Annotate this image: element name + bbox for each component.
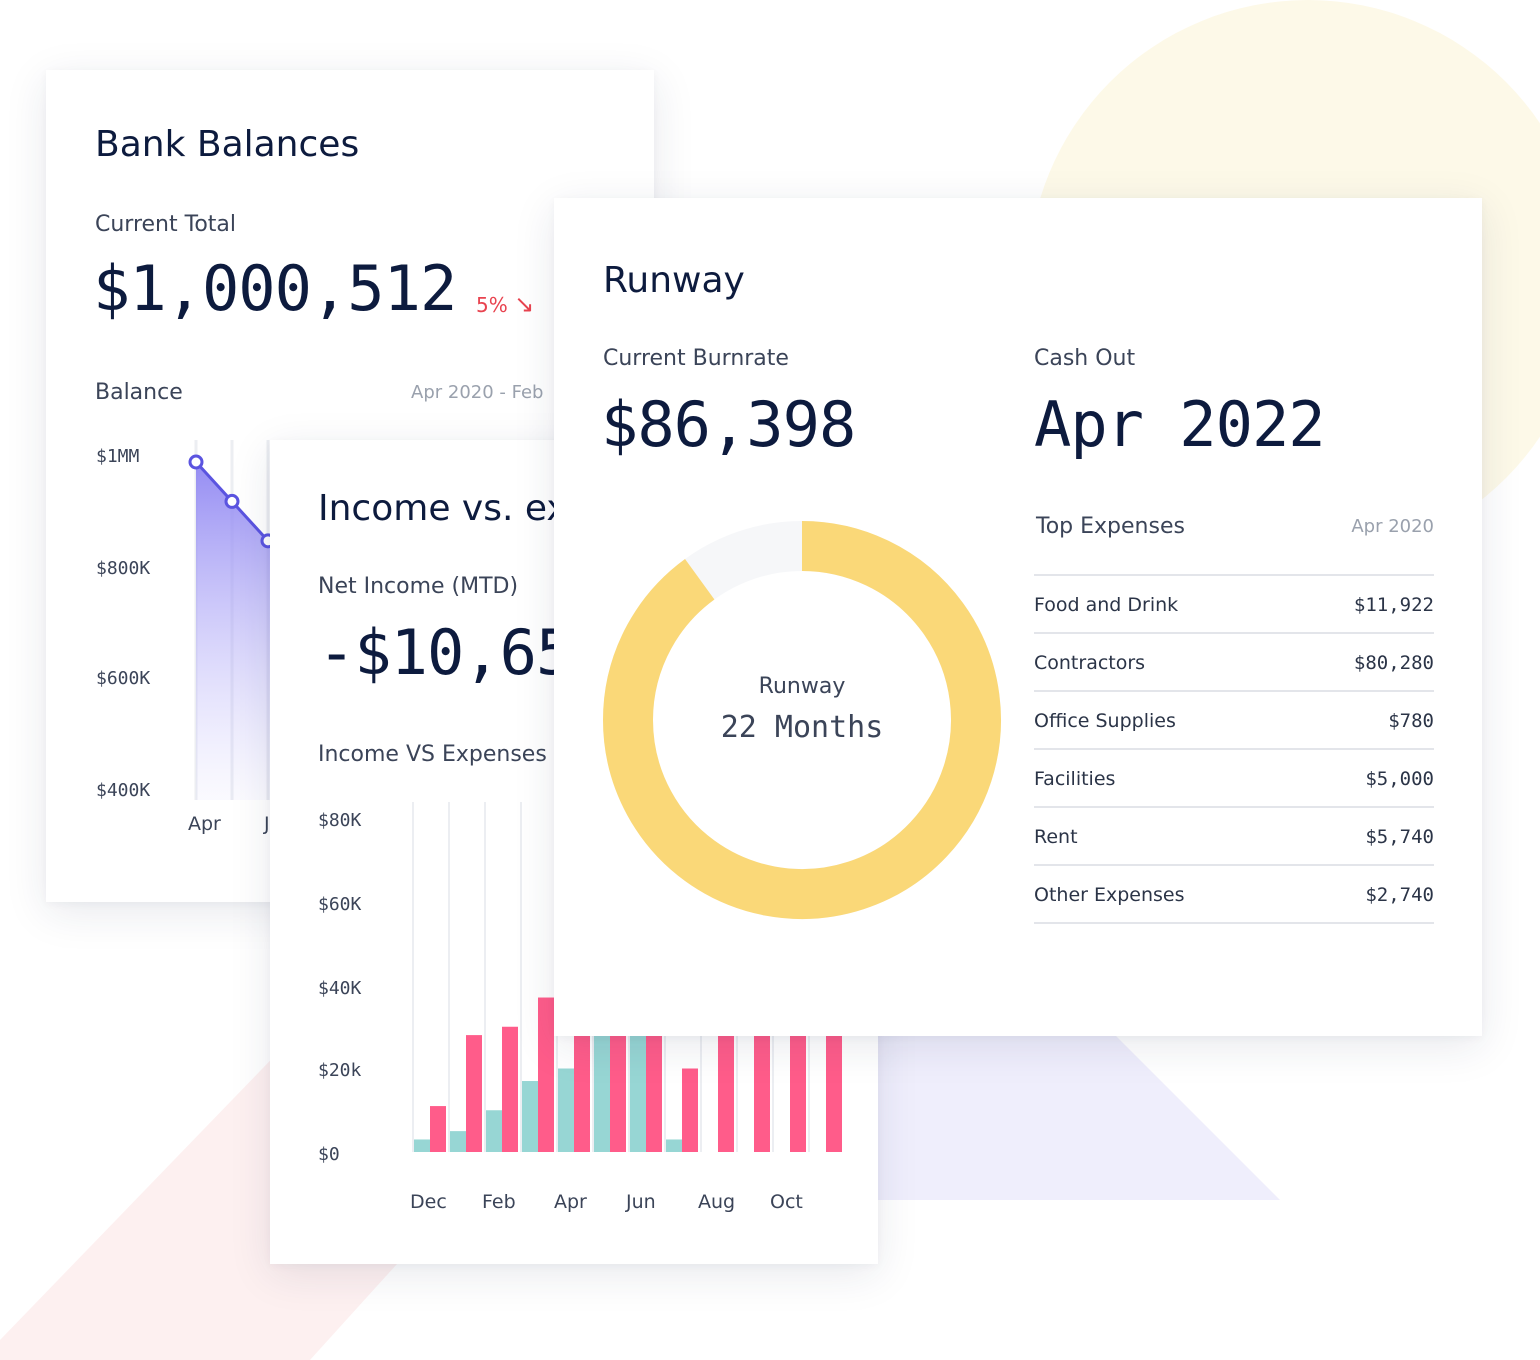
expense-bar (430, 1106, 446, 1152)
expense-bar (538, 997, 554, 1152)
cashout-label: Cash Out (1034, 346, 1136, 371)
net-income-label: Net Income (MTD) (318, 574, 519, 599)
bar-grid-line (520, 802, 522, 1152)
bar-x-tick: Feb (482, 1191, 516, 1213)
bar-x-tick: Oct (770, 1191, 803, 1213)
runway-card: Runway Current Burnrate $86,398 Cash Out… (554, 198, 1482, 1036)
balance-y-tick: $1MM (96, 446, 140, 467)
change-percent: 5% (476, 293, 508, 317)
expense-name: Contractors (1034, 652, 1146, 674)
expense-bar (718, 1026, 734, 1152)
expense-name: Other Expenses (1034, 884, 1185, 906)
expense-bar (826, 1026, 842, 1152)
expense-value: $780 (1388, 710, 1434, 732)
expense-value: $2,740 (1365, 884, 1434, 906)
runway-donut-chart (603, 521, 1001, 919)
burnrate-value: $86,398 (601, 388, 856, 461)
expense-value: $5,000 (1365, 768, 1434, 790)
expense-row: Rent $5,740 (1034, 806, 1434, 866)
expense-bar (502, 1026, 518, 1152)
expense-value: $80,280 (1353, 652, 1434, 674)
expense-name: Office Supplies (1034, 710, 1176, 732)
donut-arc (603, 521, 1001, 919)
expense-bar (754, 1026, 770, 1152)
income-bar (666, 1139, 682, 1152)
bar-grid-line (412, 802, 414, 1152)
expense-row: Contractors $80,280 (1034, 632, 1434, 692)
expense-value: $11,922 (1353, 594, 1434, 616)
expense-row: Office Supplies $780 (1034, 690, 1434, 750)
expense-bar (646, 1026, 662, 1152)
bar-y-tick: $80K (318, 810, 362, 831)
balance-x-tick: Apr (188, 813, 221, 835)
arrow-down-right-icon: ↘ (514, 290, 535, 318)
expense-name: Facilities (1034, 768, 1116, 790)
top-expenses-label: Top Expenses (1036, 514, 1185, 539)
bar-y-tick: $0 (318, 1144, 340, 1165)
expense-bar (790, 1026, 806, 1152)
income-bar (558, 1068, 574, 1152)
burnrate-label: Current Burnrate (603, 346, 789, 371)
expense-name: Food and Drink (1034, 594, 1179, 616)
income-bar (594, 1026, 610, 1152)
balance-date-range: Apr 2020 - Feb (411, 382, 544, 403)
balance-y-tick: $800K (96, 558, 150, 579)
change-badge: 5% ↘ (476, 290, 534, 318)
balance-point (224, 493, 240, 509)
background-triangle (860, 1020, 1280, 1200)
income-bar (414, 1139, 430, 1152)
balance-y-tick: $600K (96, 668, 150, 689)
bar-grid-line (484, 802, 486, 1152)
expense-bar (574, 1026, 590, 1152)
income-bar (522, 1081, 538, 1152)
expense-row: Facilities $5,000 (1034, 748, 1434, 808)
expense-name: Rent (1034, 826, 1078, 848)
net-income-value: -$10,65 (318, 616, 573, 689)
income-chart-label: Income VS Expenses (318, 742, 547, 767)
bank-balances-title: Bank Balances (95, 124, 360, 165)
expense-bar (610, 1026, 626, 1152)
income-bar (486, 1110, 502, 1152)
expense-row: Food and Drink $11,922 (1034, 574, 1434, 634)
expense-row: Other Expenses $2,740 (1034, 864, 1434, 924)
balance-label: Balance (95, 380, 183, 405)
balance-y-tick: $400K (96, 780, 150, 801)
bar-y-tick: $60K (318, 894, 362, 915)
expense-bar (682, 1068, 698, 1152)
cashout-value: Apr 2022 (1034, 388, 1326, 461)
balance-x-tick: J (263, 813, 270, 835)
donut-center-value: 22 Months (720, 710, 884, 745)
top-expenses-period: Apr 2020 (1351, 516, 1434, 537)
expense-list-bottom-rule (1034, 922, 1434, 924)
balance-point (188, 454, 204, 470)
bar-x-tick: Dec (410, 1191, 447, 1213)
expense-value: $5,740 (1365, 826, 1434, 848)
income-bar (630, 1035, 646, 1152)
donut-center-label: Runway (758, 674, 846, 699)
expense-bar (466, 1035, 482, 1152)
bar-y-tick: $40K (318, 978, 362, 999)
runway-title: Runway (603, 260, 745, 301)
bar-x-tick: Jun (625, 1191, 656, 1213)
bar-x-tick: Apr (554, 1191, 587, 1213)
income-title: Income vs. ex (318, 488, 568, 529)
bar-grid-line (448, 802, 450, 1152)
current-total-value: $1,000,512 (93, 252, 457, 325)
bar-y-tick: $20k (318, 1060, 362, 1081)
bar-x-tick: Aug (698, 1191, 735, 1213)
income-bar (450, 1131, 466, 1152)
current-total-label: Current Total (95, 212, 237, 237)
